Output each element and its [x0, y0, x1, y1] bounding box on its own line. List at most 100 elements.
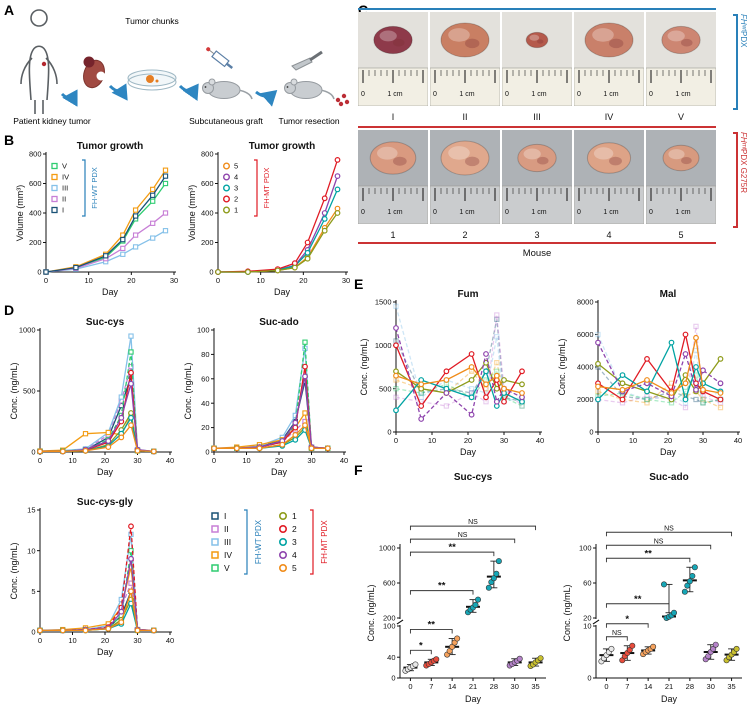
mt-photo-row: 0 1 cm 1 0 1 cm 2 0 1 cm 3 0 1 cm 4 0 1 cm 5: [357, 130, 717, 240]
mal-svg: 0 2000 4000 6000 8000 0 10 20 30 40 Mal Day Conc. (n…: [557, 289, 742, 457]
panel-c-label: C: [358, 2, 369, 18]
svg-text:II: II: [62, 195, 66, 204]
svg-text:40: 40: [387, 653, 395, 662]
svg-text:100: 100: [579, 544, 592, 553]
svg-text:0: 0: [361, 91, 365, 98]
svg-text:0: 0: [505, 91, 509, 98]
svg-text:1 cm: 1 cm: [459, 91, 474, 98]
svg-text:200: 200: [29, 238, 42, 247]
svg-text:0: 0: [649, 91, 653, 98]
tumor-growth-mt-svg: 0 200 400 600 800 0 10 20 30 Tumor growth Day Volum…: [187, 141, 350, 297]
tumor-photo-svg: 0 1 cm: [429, 130, 501, 225]
svg-text:30: 30: [699, 436, 707, 445]
svg-text:**: **: [634, 594, 642, 605]
svg-text:Tumor growth: Tumor growth: [249, 141, 315, 152]
svg-text:NS: NS: [664, 525, 674, 532]
svg-text:IV: IV: [62, 173, 69, 182]
svg-text:10: 10: [68, 636, 76, 645]
chart-f-suc-ado: 20 60 100 0 10 0 7 14 21 28 30 35 Suc-ado Day Conc. (n…: [558, 468, 748, 721]
svg-text:FH-WT PDX: FH-WT PDX: [90, 167, 99, 209]
svg-text:**: **: [644, 548, 652, 559]
svg-text:21: 21: [665, 682, 673, 691]
suc-cys-svg: 0 500 1000 0 10 20 30 40 Suc-cys Day Conc. (ng/mL): [9, 317, 174, 477]
svg-text:30: 30: [133, 456, 141, 465]
svg-text:Suc-ado: Suc-ado: [259, 317, 298, 328]
svg-text:20: 20: [101, 456, 109, 465]
svg-text:4: 4: [292, 550, 297, 560]
svg-text:20: 20: [299, 276, 307, 285]
svg-text:Day: Day: [97, 647, 114, 657]
panel-f-label: F: [354, 462, 363, 478]
svg-text:0: 0: [577, 91, 581, 98]
svg-text:Conc. (ng/mL): Conc. (ng/mL): [359, 338, 369, 395]
wt-divider-line: [358, 8, 716, 10]
flow-arrows: [60, 83, 278, 107]
svg-text:Conc. (ng/mL): Conc. (ng/mL): [9, 542, 19, 599]
svg-text:II: II: [224, 524, 229, 534]
svg-text:60: 60: [201, 374, 209, 383]
svg-text:Conc. (ng/mL): Conc. (ng/mL): [366, 584, 376, 641]
svg-text:1000: 1000: [379, 544, 396, 553]
svg-text:5: 5: [292, 563, 297, 573]
svg-text:35: 35: [727, 682, 735, 691]
suc-ado-svg: 0 20 40 60 80 100 0 10 20 30 40 Suc-ado Day Conc. (ng…: [183, 317, 348, 477]
svg-text:0: 0: [408, 682, 412, 691]
svg-text:0: 0: [216, 276, 220, 285]
svg-text:0: 0: [387, 428, 391, 437]
mouse-axis-label: Mouse: [522, 248, 552, 259]
caption-tumor-resection: Tumor resection: [278, 116, 339, 126]
svg-text:10: 10: [256, 276, 264, 285]
svg-text:600: 600: [29, 179, 42, 188]
panel-d-label: D: [4, 302, 15, 318]
svg-text:100: 100: [383, 622, 396, 631]
svg-text:600: 600: [383, 579, 396, 588]
tumor-photo-svg: 0 1 cm: [501, 12, 573, 107]
svg-text:30: 30: [170, 276, 178, 285]
svg-text:2: 2: [234, 195, 238, 204]
svg-text:30: 30: [500, 436, 508, 445]
svg-text:40: 40: [166, 456, 174, 465]
tumor-growth-wt-svg: 0 200 400 600 800 0 10 20 30 Tumor growth Day Volum…: [15, 141, 178, 297]
svg-text:0: 0: [38, 456, 42, 465]
svg-text:20: 20: [664, 436, 672, 445]
svg-text:**: **: [438, 581, 446, 592]
svg-text:1: 1: [292, 511, 297, 521]
tumor-photo-tile: 0 1 cm III: [501, 12, 573, 122]
svg-text:20: 20: [127, 276, 135, 285]
tumor-photo-tile: 0 1 cm 2: [429, 130, 501, 240]
svg-text:0: 0: [577, 209, 581, 216]
tumor-photo-svg: 0 1 cm: [573, 12, 645, 107]
svg-text:800: 800: [29, 150, 42, 159]
mouse-label: 5: [678, 230, 684, 240]
svg-text:Conc. (ng/mL): Conc. (ng/mL): [557, 338, 567, 395]
svg-text:10: 10: [84, 276, 92, 285]
svg-text:1 cm: 1 cm: [387, 209, 402, 216]
svg-text:0: 0: [587, 674, 591, 683]
chart-tumor-growth-mt: 0 200 400 600 800 0 10 20 30 Tumor growth Day Volum…: [184, 138, 354, 303]
mt-bottom-line: [358, 242, 716, 244]
svg-text:1 cm: 1 cm: [675, 91, 690, 98]
svg-text:0: 0: [505, 209, 509, 216]
svg-text:Day: Day: [460, 447, 477, 457]
svg-text:III: III: [224, 537, 231, 547]
svg-text:7: 7: [625, 682, 629, 691]
scalpel-icon: [291, 50, 323, 71]
svg-text:0: 0: [589, 428, 593, 437]
caption-subcutaneous-graft: Subcutaneous graft: [189, 116, 263, 126]
svg-text:28: 28: [686, 682, 694, 691]
svg-text:1 cm: 1 cm: [675, 209, 690, 216]
svg-text:60: 60: [583, 579, 591, 588]
svg-text:100: 100: [197, 326, 210, 335]
wt-bracket: [733, 14, 738, 110]
caption-tumor-chunks: Tumor chunks: [125, 16, 179, 26]
svg-text:Volume (mm³): Volume (mm³): [15, 185, 25, 242]
svg-text:I: I: [224, 511, 226, 521]
svg-text:FH-WT PDX: FH-WT PDX: [254, 519, 263, 564]
tumor-photo-svg: 0 1 cm: [357, 12, 429, 107]
chart-f-suc-cys: 200 600 1000 0 40 100 0 7 14 21 28 30 35 Suc-cys Day Co…: [362, 468, 552, 721]
svg-text:NS: NS: [654, 538, 664, 545]
svg-text:200: 200: [383, 614, 396, 623]
svg-text:Suc-cys-gly: Suc-cys-gly: [77, 497, 134, 508]
